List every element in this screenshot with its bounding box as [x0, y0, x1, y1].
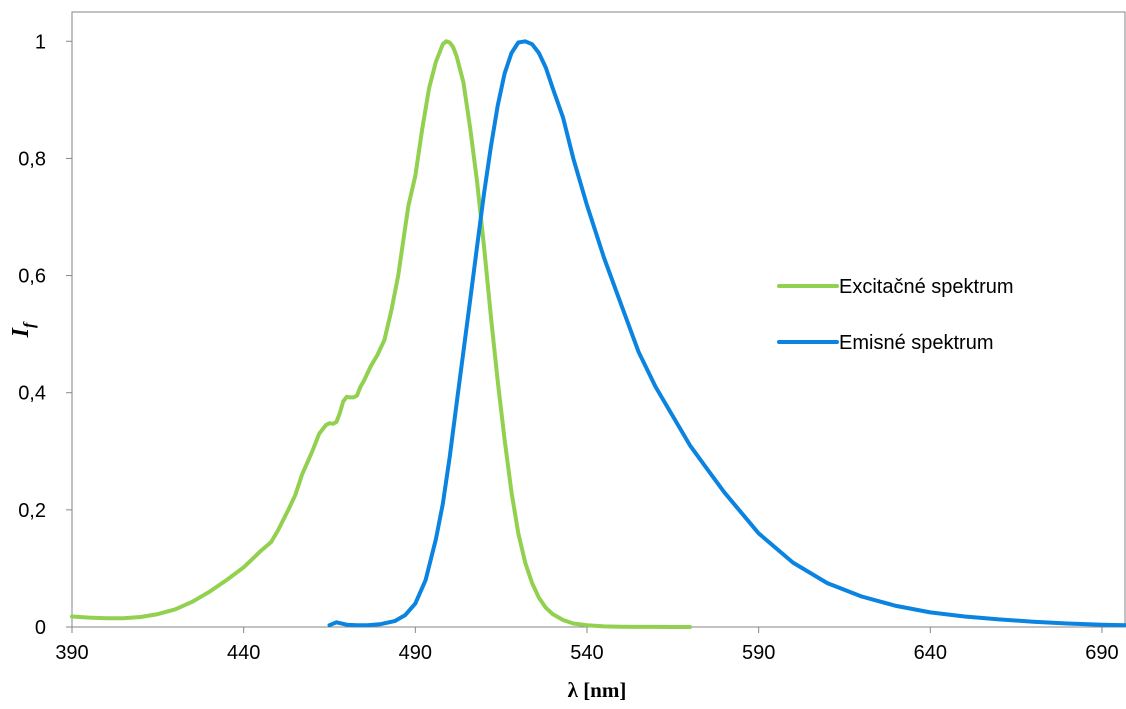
x-tick-label: 440 [227, 642, 260, 664]
y-axis-label: If [8, 321, 38, 338]
x-tick-label: 690 [1085, 642, 1118, 664]
x-axis-ticks: 390 440 490 540 590 640 690 [55, 627, 1119, 664]
y-tick-label: 0,2 [18, 500, 46, 522]
x-tick-label: 390 [55, 642, 88, 664]
y-axis-label-main: I [8, 326, 34, 338]
y-tick-label: 0 [35, 617, 46, 639]
series-line-emission [327, 39, 1126, 628]
series-line-excitation [70, 39, 692, 629]
y-tick-label: 0,6 [18, 266, 46, 288]
plot-frame [71, 11, 1126, 628]
legend-label: Excitačné spektrum [839, 276, 1014, 298]
x-tick-label: 640 [914, 642, 947, 664]
y-tick-label: 1 [35, 31, 46, 53]
x-tick-label: 490 [399, 642, 432, 664]
legend-label: Emisné spektrum [839, 332, 994, 354]
y-tick-label: 0,4 [18, 383, 46, 405]
x-tick-label: 540 [570, 642, 603, 664]
y-axis-label-subscript: f [21, 321, 38, 328]
y-axis-ticks: 0 0,2 0,4 0,6 0,8 1 [18, 31, 72, 639]
legend: Excitačné spektrum Emisné spektrum [777, 276, 1014, 354]
series-layer [70, 39, 1126, 629]
x-tick-label: 590 [742, 642, 775, 664]
y-tick-label: 0,8 [18, 148, 46, 170]
x-axis-label: λ [nm] [568, 678, 627, 702]
plot-border [71, 11, 1126, 628]
